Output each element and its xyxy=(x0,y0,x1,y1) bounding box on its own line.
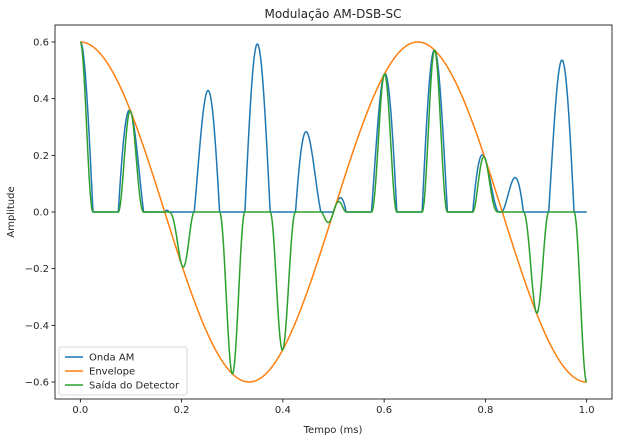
x-tick-label: 0.8 xyxy=(477,405,493,416)
y-tick-label: 0.2 xyxy=(33,151,49,162)
legend-entry: Envelope xyxy=(89,367,135,378)
x-axis-label: Tempo (ms) xyxy=(303,425,363,436)
y-tick-label: 0.4 xyxy=(33,94,49,105)
y-tick-label: 0.0 xyxy=(33,208,49,219)
y-tick-label: −0.6 xyxy=(25,378,49,389)
x-tick-label: 0.0 xyxy=(72,405,88,416)
legend-entry: Saída do Detector xyxy=(89,380,180,392)
legend: Onda AM Envelope Saída do Detector xyxy=(58,346,188,396)
chart-title: Modulação AM-DSB-SC xyxy=(264,7,401,21)
x-tick-label: 0.2 xyxy=(174,405,190,416)
legend-entry: Onda AM xyxy=(89,353,134,364)
y-tick-label: −0.4 xyxy=(25,321,49,332)
x-tick-label: 0.6 xyxy=(376,405,392,416)
plot-area xyxy=(54,24,613,400)
y-tick-label: −0.2 xyxy=(25,264,49,275)
x-axis: 0.0 0.2 0.4 0.6 0.8 1.0 xyxy=(72,399,595,416)
x-tick-label: 0.4 xyxy=(275,405,291,416)
legend-box xyxy=(58,346,188,396)
x-tick-label: 1.0 xyxy=(579,405,595,416)
series-line-3 xyxy=(79,41,588,383)
y-axis-label: Amplitude xyxy=(6,186,17,237)
y-tick-label: 0.6 xyxy=(33,38,49,49)
y-axis: −0.6 −0.4 −0.2 0.0 0.2 0.4 0.6 xyxy=(25,38,55,389)
